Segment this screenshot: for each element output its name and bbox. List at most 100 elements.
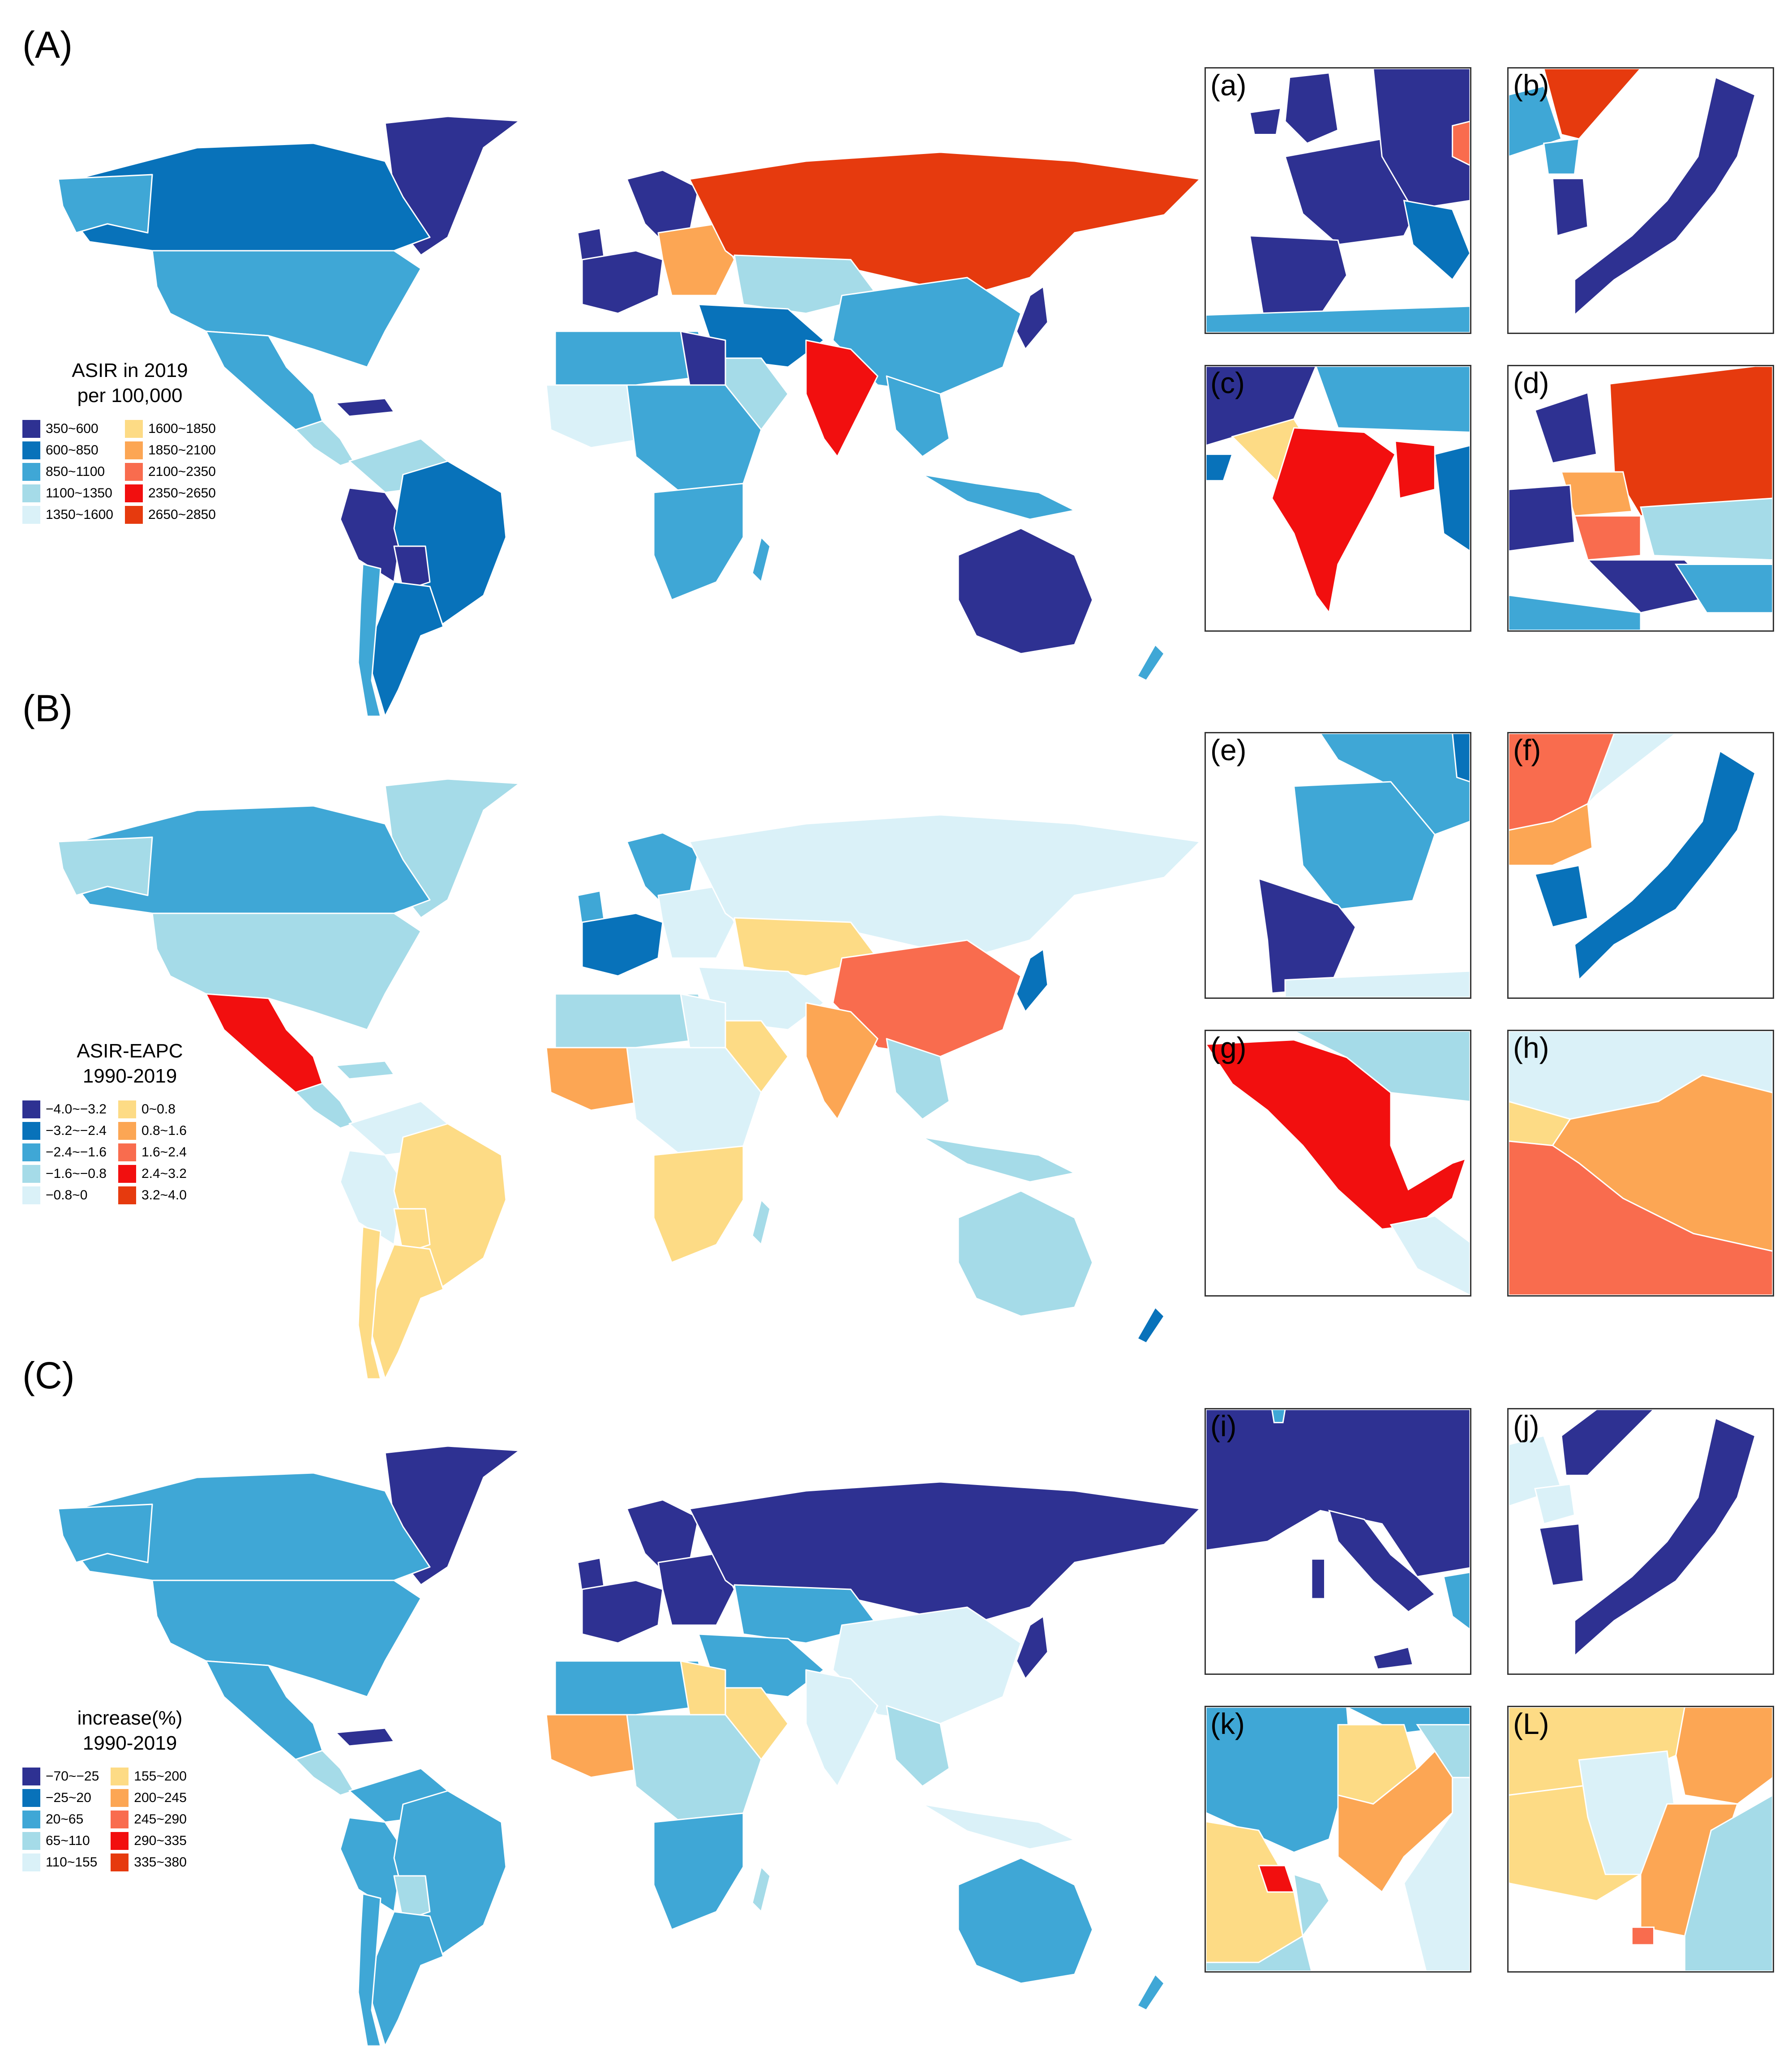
region-western-europe — [581, 250, 664, 314]
inset-label: (i) — [1210, 1409, 1237, 1442]
legend-title: ASIR in 2019 — [72, 360, 188, 381]
inset-a: (a) — [1205, 67, 1471, 334]
region-south-korea — [1539, 1523, 1584, 1586]
inset-map — [1509, 733, 1756, 981]
legend-swatch — [125, 420, 143, 438]
region-france — [1293, 781, 1436, 910]
legend-item: 335~380 — [111, 1853, 187, 1871]
inset-label: (g) — [1210, 1031, 1247, 1064]
legend-subtitle: 1990-2019 — [82, 1065, 177, 1087]
inset-c: (c) — [1205, 365, 1471, 632]
legend-swatch — [118, 1100, 136, 1118]
legend-swatch — [22, 1832, 40, 1850]
region-china — [1509, 85, 1562, 158]
legend-title: increase(%) — [77, 1707, 183, 1729]
legend-swatch — [22, 1789, 40, 1807]
region-new-zealand — [1136, 1973, 1165, 2011]
inset-f: (f) — [1507, 732, 1774, 999]
inset-label: (L) — [1513, 1707, 1549, 1740]
inset-map — [1509, 1707, 1773, 1971]
inset-b: (b) — [1507, 67, 1774, 334]
region-japan — [1574, 76, 1756, 317]
inset-map — [1509, 68, 1756, 317]
region-madagascar — [751, 1199, 771, 1246]
region-western-europe — [581, 912, 664, 977]
legend-swatch — [22, 506, 40, 524]
legend-item: 245~290 — [111, 1811, 187, 1828]
inset-h: (h) — [1507, 1030, 1774, 1297]
legend-swatch — [118, 1122, 136, 1140]
region-north-korea — [1534, 1483, 1576, 1525]
region-central-asia — [1674, 564, 1773, 614]
region-central-america — [295, 420, 355, 467]
legend-item: −0.8~0 — [22, 1186, 107, 1204]
region-uk — [1284, 72, 1339, 144]
legend-item: 0~0.8 — [118, 1100, 187, 1118]
region-northeast-india — [1394, 440, 1436, 499]
inset-i: (i) — [1205, 1408, 1471, 1675]
region-japan — [1574, 1417, 1756, 1657]
inset-map — [1509, 366, 1773, 630]
region-indonesia — [922, 1136, 1076, 1183]
region-madagascar — [751, 1866, 771, 1913]
region-chad — [1675, 1707, 1773, 1805]
region-equatorial-guinea — [1631, 1926, 1655, 1946]
inset-map — [1206, 1707, 1470, 1971]
legend-item: 3.2~4.0 — [118, 1186, 187, 1204]
inset-label: (j) — [1513, 1409, 1539, 1442]
legend-item: −3.2~−2.4 — [22, 1122, 107, 1140]
region-north-korea — [1543, 138, 1580, 175]
region-iberia — [1249, 235, 1348, 316]
region-southern-africa — [653, 483, 744, 601]
inset-l: (L) — [1507, 1706, 1774, 1973]
region-usa — [151, 250, 422, 368]
inset-map — [1206, 1031, 1470, 1295]
legend-swatch — [22, 1143, 40, 1161]
region-kashmir — [1416, 1724, 1470, 1778]
region-middle-east — [1509, 594, 1642, 630]
legend-swatch — [118, 1186, 136, 1204]
legend-swatch — [22, 441, 40, 459]
region-yemen — [1206, 1935, 1312, 1971]
legend-swatch — [125, 441, 143, 459]
region-caribbean — [335, 1060, 395, 1080]
region-italy — [1328, 1510, 1436, 1613]
region-argentina — [371, 1911, 444, 2046]
legend-item: 1350~1600 — [22, 506, 113, 524]
region-kazakhstan — [1640, 497, 1773, 561]
region-new-zealand — [1136, 1306, 1165, 1344]
legend-item: 155~200 — [111, 1768, 187, 1785]
panel-label: (B) — [22, 687, 73, 729]
region-argentina — [371, 581, 444, 716]
legend-item: 1850~2100 — [125, 441, 216, 459]
region-southern-africa — [653, 1145, 744, 1263]
legend-item: 850~1100 — [22, 463, 113, 481]
map-legend: ASIR in 2019 per 100,000 350~600 600~850… — [22, 358, 273, 524]
region-mexico — [1206, 1039, 1467, 1230]
legend-item: 1600~1850 — [125, 420, 216, 438]
legend-item: −25~20 — [22, 1789, 99, 1807]
region-south-korea — [1534, 865, 1589, 928]
region-myanmar — [1434, 445, 1470, 552]
legend-swatch — [22, 1811, 40, 1828]
legend-swatch — [22, 420, 40, 438]
region-argentina — [371, 1244, 444, 1379]
legend-swatch — [125, 484, 143, 502]
inset-map — [1206, 68, 1470, 333]
inset-k: (k) — [1205, 1706, 1471, 1973]
region-indonesia — [922, 1803, 1076, 1850]
region-uae — [1257, 1865, 1295, 1893]
panel-label: (A) — [22, 24, 73, 66]
region-alaska — [57, 174, 153, 234]
region-alaska — [57, 836, 153, 896]
legend-swatch — [22, 1768, 40, 1785]
region-china — [1315, 366, 1470, 433]
legend-swatch — [22, 1853, 40, 1871]
legend-item: 290~335 — [111, 1832, 187, 1850]
legend-item: −1.6~−0.8 — [22, 1165, 107, 1183]
region-eastern-europe — [1452, 120, 1470, 166]
region-central-europe — [1509, 484, 1576, 552]
legend-subtitle: per 100,000 — [77, 385, 183, 407]
region-usa — [1294, 1031, 1470, 1102]
region-north-africa — [1206, 305, 1470, 333]
